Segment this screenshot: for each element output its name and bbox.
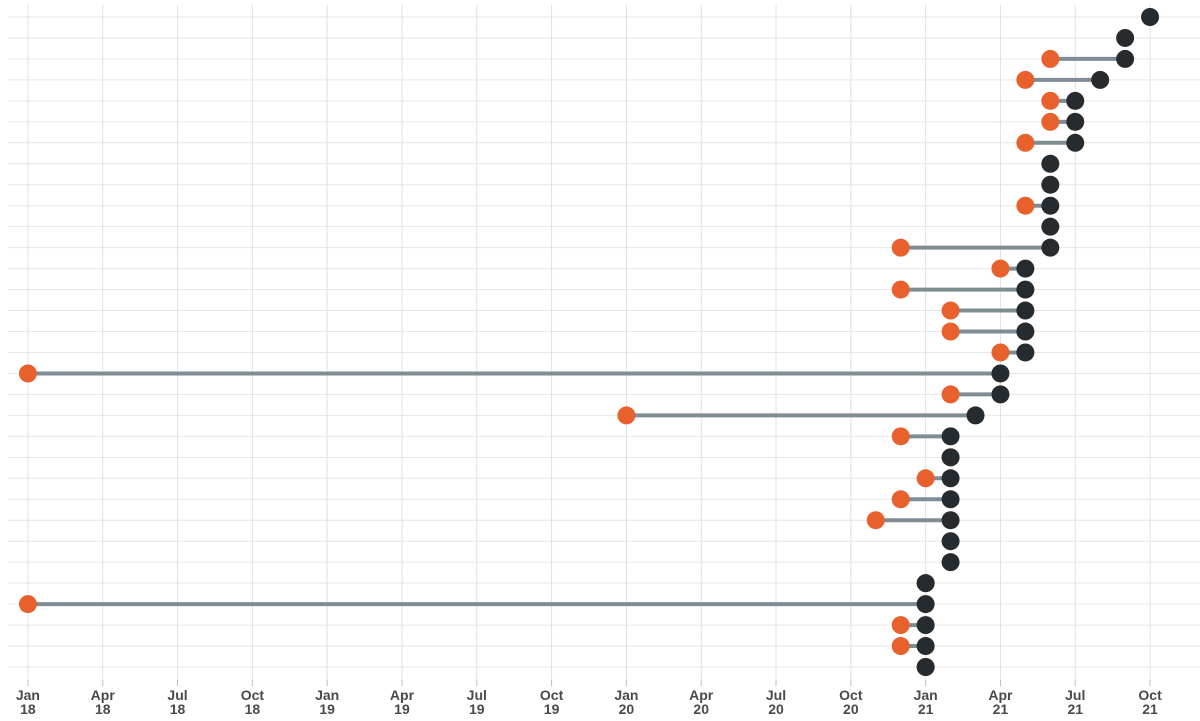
dot: [1041, 238, 1060, 257]
dot: [866, 511, 885, 530]
dot: [941, 322, 960, 341]
dot: [1141, 8, 1160, 26]
dot: [1066, 91, 1085, 110]
dot: [941, 385, 960, 404]
dot: [941, 427, 960, 446]
x-tick-label: Jan 19: [315, 687, 340, 717]
dot: [916, 595, 935, 614]
dot: [941, 469, 960, 488]
dot: [1016, 133, 1035, 152]
dot: [1041, 91, 1060, 110]
x-tick-label: Oct 19: [539, 687, 564, 717]
dot: [916, 658, 935, 676]
dot: [1066, 133, 1085, 152]
x-tick-label: Apr 19: [389, 687, 415, 717]
dot: [941, 532, 960, 551]
dot: [941, 553, 960, 572]
dot: [1066, 112, 1085, 131]
dot: [1016, 322, 1035, 341]
dot: [916, 574, 935, 593]
x-tick-label: Jul 19: [466, 687, 487, 717]
dot: [991, 343, 1010, 362]
x-tick-label: Jan 18: [15, 687, 40, 717]
dot: [1016, 259, 1035, 278]
dot: [1041, 154, 1060, 173]
dot: [891, 637, 910, 656]
dot: [891, 616, 910, 635]
dot: [1041, 49, 1060, 68]
x-tick-label: Jan 21: [913, 687, 938, 717]
dot: [991, 259, 1010, 278]
dot: [916, 469, 935, 488]
x-tick-label: Oct 20: [839, 687, 863, 717]
dot: [1116, 28, 1135, 47]
dot: [941, 301, 960, 320]
dot: [1016, 301, 1035, 320]
dot: [966, 406, 985, 425]
dot: [1091, 70, 1110, 89]
dot: [18, 364, 37, 383]
dot: [1041, 196, 1060, 215]
dot: [1016, 196, 1035, 215]
dot: [891, 490, 910, 509]
x-tick-label: Apr 21: [988, 687, 1013, 717]
dot: [991, 364, 1010, 383]
x-tick-label: Apr 18: [90, 687, 115, 717]
dot: [916, 637, 935, 656]
dot: [1116, 49, 1135, 68]
x-tick-label: Jan 20: [614, 687, 639, 717]
dot: [18, 595, 37, 614]
x-tick-label: Jul 20: [765, 687, 787, 717]
dot: [891, 427, 910, 446]
x-tick-label: Jul 21: [1065, 687, 1086, 717]
dot: [1016, 70, 1035, 89]
dot: [941, 511, 960, 530]
dot: [891, 238, 910, 257]
x-tick-label: Oct 18: [240, 687, 265, 717]
dot: [1041, 217, 1060, 236]
dot: [916, 616, 935, 635]
x-tick-label: Apr 20: [689, 687, 714, 717]
x-tick-label: Oct 21: [1138, 687, 1162, 717]
dot: [1016, 280, 1035, 299]
dot: [1016, 343, 1035, 362]
dot: [1041, 112, 1060, 131]
dot: [617, 406, 636, 425]
dot: [891, 280, 910, 299]
dot: [941, 448, 960, 467]
dot: [941, 490, 960, 509]
x-tick-label: Jul 18: [167, 687, 188, 717]
dot: [991, 385, 1010, 404]
dot: [1041, 175, 1060, 194]
